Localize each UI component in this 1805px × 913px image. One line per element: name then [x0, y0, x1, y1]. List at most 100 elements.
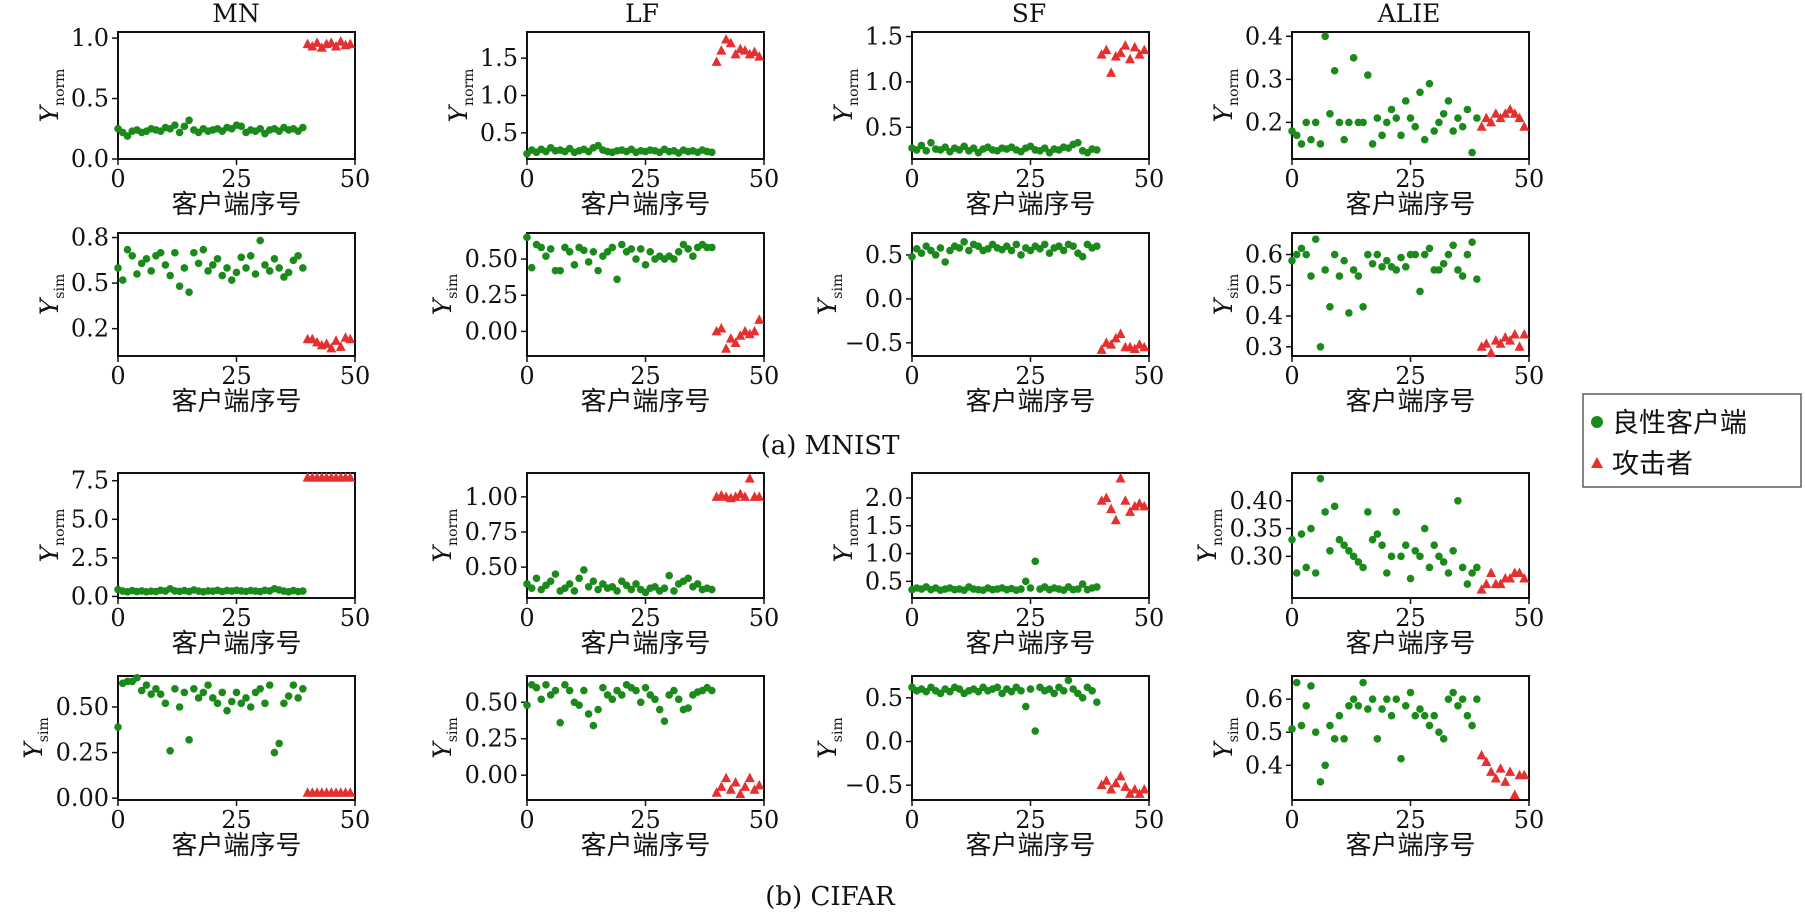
attacker-point: [1115, 328, 1126, 339]
benign-point: [1345, 546, 1353, 555]
benign-point: [1321, 508, 1329, 516]
attacker-point: [716, 323, 727, 333]
benign-point: [1449, 241, 1457, 250]
benign-point: [251, 270, 260, 278]
benign-point: [299, 264, 307, 272]
benign-point: [156, 248, 165, 257]
y-tick-label: 0.3: [1245, 65, 1283, 93]
y-tick-label: 0.00: [465, 761, 518, 789]
y-tick-label: 0.30: [1230, 542, 1283, 570]
benign-point: [284, 268, 293, 277]
attacker-point: [1120, 40, 1131, 50]
benign-point: [114, 723, 122, 731]
benign-point: [1411, 122, 1420, 131]
benign-point: [936, 244, 945, 252]
attacker-point: [331, 335, 342, 345]
x-tick-label: 0: [1284, 165, 1299, 193]
benign-point: [1378, 541, 1386, 550]
y-tick-label: 0.4: [1245, 302, 1283, 330]
benign-point: [294, 694, 302, 702]
legend-attacker-label: 攻击者: [1612, 449, 1693, 480]
x-tick-label: 50: [1134, 165, 1165, 193]
benign-point: [1292, 250, 1301, 259]
benign-point: [133, 270, 141, 278]
attacker-point: [754, 314, 765, 324]
benign-point: [1359, 118, 1367, 127]
benign-point: [1449, 127, 1457, 135]
benign-point: [185, 288, 193, 297]
benign-point: [194, 259, 203, 268]
benign-point: [594, 266, 602, 275]
attacker-point: [716, 45, 727, 55]
attacker-point: [1481, 112, 1492, 123]
benign-point: [261, 699, 269, 708]
benign-point: [1326, 303, 1334, 311]
axes-frame: [911, 472, 1150, 599]
benign-point: [1292, 569, 1301, 577]
y-axis-label-symbol: Y: [444, 103, 473, 122]
benign-point: [1430, 711, 1438, 720]
attacker-point: [1519, 769, 1530, 780]
attacker-point: [1110, 777, 1121, 788]
benign-point: [708, 243, 716, 252]
benign-point: [1425, 79, 1434, 88]
y-axis-label-symbol: Y: [428, 543, 457, 562]
x-tick-label: 50: [749, 806, 780, 834]
benign-point: [280, 699, 288, 708]
benign-point: [1383, 118, 1391, 127]
benign-point: [1069, 242, 1077, 250]
attacker-point: [1495, 578, 1506, 589]
benign-point: [142, 255, 151, 263]
x-tick-label: 0: [519, 604, 534, 632]
attacker-point: [1125, 506, 1136, 516]
benign-point: [218, 271, 227, 280]
benign-point: [1345, 309, 1353, 317]
y-tick-label: 2.0: [865, 484, 903, 512]
attacker-point: [740, 781, 751, 791]
benign-point: [632, 580, 640, 588]
benign-point: [674, 695, 683, 704]
benign-point: [655, 705, 664, 714]
benign-point: [1330, 502, 1339, 511]
attacker-point: [316, 42, 327, 52]
x-tick-label: 50: [340, 362, 371, 390]
benign-point: [1359, 303, 1367, 311]
attacker-point: [1519, 328, 1530, 339]
benign-point: [128, 251, 137, 260]
benign-point: [908, 252, 916, 261]
y-axis-label-symbol: Y: [829, 103, 858, 122]
benign-point: [941, 258, 949, 266]
benign-point: [1026, 584, 1035, 592]
benign-point: [1373, 250, 1382, 259]
attacker-point: [730, 337, 741, 347]
y-tick-label: 1.5: [865, 23, 903, 51]
benign-point: [1302, 701, 1311, 710]
attacker-point: [735, 788, 746, 799]
y-tick-label: 0.4: [1245, 751, 1283, 779]
benign-point: [180, 122, 189, 131]
panel-cifar-norm-mn: 0 25 50 0.0 2.5 5.0 7.5 客户端序号 Ynorm: [35, 467, 370, 659]
benign-point: [1411, 250, 1420, 259]
y-tick-label: 2.5: [71, 544, 109, 572]
benign-point: [1330, 250, 1339, 259]
benign-point: [1302, 563, 1311, 572]
attacker-point: [345, 38, 356, 49]
axes-frame: [526, 232, 765, 357]
benign-point: [1378, 705, 1386, 713]
benign-point: [209, 261, 217, 269]
x-tick-label: 0: [1284, 604, 1299, 632]
benign-point: [1463, 250, 1472, 259]
attacker-point: [1125, 53, 1136, 64]
benign-point: [1425, 244, 1434, 253]
y-tick-label: 0.6: [1245, 241, 1283, 269]
caption-cifar: (b) CIFAR: [765, 882, 896, 912]
benign-point: [1444, 569, 1453, 577]
benign-point: [1468, 148, 1476, 157]
y-axis-label: Ysim: [19, 717, 52, 758]
benign-point: [171, 248, 179, 257]
benign-point: [1093, 242, 1101, 250]
benign-point: [204, 681, 212, 689]
attacker-point: [754, 779, 765, 790]
